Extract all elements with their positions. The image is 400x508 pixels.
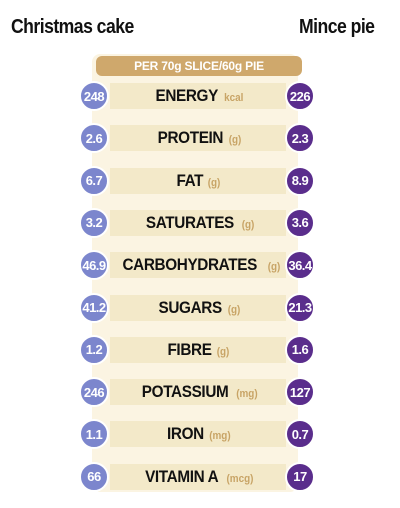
nutrient-unit: (g)	[267, 261, 281, 274]
nutrient-name: SATURATES	[145, 212, 234, 232]
nutrient-row: IRON (mg) 1.1 0.7	[0, 418, 400, 450]
nutrient-unit: (g)	[241, 218, 255, 231]
nutrient-name: CARBOHYDRATES	[122, 255, 258, 275]
nutrient-unit: (mg)	[236, 388, 258, 401]
christmas-cake-value-badge: 1.2	[79, 334, 109, 365]
christmas-cake-value-badge: 46.9	[79, 250, 109, 281]
mince-pie-value-badge: 1.6	[285, 334, 315, 365]
nutrient-name: IRON	[166, 424, 204, 444]
nutrient-unit: (mg)	[208, 430, 231, 443]
nutrient-name: PROTEIN	[157, 128, 223, 148]
christmas-cake-value-badge: 246	[79, 377, 109, 408]
nutrient-band	[110, 463, 286, 490]
mince-pie-value-badge: 226	[285, 81, 315, 111]
nutrient-label: SUGARS (g)	[110, 295, 286, 321]
nutrient-name: FAT	[176, 170, 204, 190]
nutrient-label: IRON (mg)	[110, 421, 286, 447]
nutrient-band	[110, 336, 286, 363]
christmas-cake-value-badge: 41.2	[79, 292, 109, 323]
nutrient-row: SUGARS (g) 41.2 21.3	[0, 292, 400, 324]
nutrient-unit: (g)	[207, 176, 221, 189]
nutrient-row: POTASSIUM (mg) 246 127	[0, 376, 400, 408]
nutrient-name: ENERGY	[155, 86, 218, 105]
nutrient-label: POTASSIUM (mg)	[110, 379, 286, 405]
nutrient-band	[110, 294, 286, 321]
mince-pie-value-badge: 8.9	[285, 165, 315, 196]
christmas-cake-value-badge: 2.6	[79, 123, 109, 154]
nutrient-unit: (g)	[227, 303, 241, 316]
nutrient-label: CARBOHYDRATES (g)	[110, 252, 286, 278]
mince-pie-value-badge: 127	[285, 377, 315, 408]
nutrient-name: POTASSIUM	[141, 382, 229, 402]
mince-pie-value-badge: 17	[285, 461, 315, 492]
nutrient-label: ENERGY kcal	[110, 83, 286, 109]
nutrient-name: SUGARS	[158, 297, 222, 317]
christmas-cake-value-badge: 66	[79, 461, 109, 492]
nutrient-unit: kcal	[224, 92, 244, 104]
nutrient-row: PROTEIN (g) 2.6 2.3	[0, 122, 400, 154]
mince-pie-value-badge: 36.4	[285, 250, 315, 281]
nutrient-band	[110, 252, 286, 279]
nutrient-band	[110, 209, 286, 236]
christmas-cake-value-badge: 248	[79, 81, 109, 111]
christmas-cake-value-badge: 1.1	[79, 419, 109, 450]
nutrient-band	[110, 379, 286, 406]
nutrient-label: FAT (g)	[110, 168, 286, 194]
nutrient-unit: (g)	[217, 345, 230, 358]
nutrient-row: FIBRE (g) 1.2 1.6	[0, 334, 400, 366]
nutrient-unit: (g)	[229, 134, 242, 147]
mince-pie-value-badge: 2.3	[285, 123, 315, 154]
nutrient-label: FIBRE (g)	[110, 337, 286, 363]
christmas-cake-header: Christmas cake	[11, 16, 134, 38]
nutrient-label: SATURATES (g)	[110, 210, 286, 236]
nutrient-label: PROTEIN (g)	[110, 125, 286, 151]
nutrient-row: CARBOHYDRATES (g) 46.9 36.4	[0, 249, 400, 281]
nutrient-name: VITAMIN A	[145, 466, 219, 486]
nutrient-band	[110, 83, 286, 109]
nutrient-band	[110, 421, 286, 448]
mince-pie-header: Mince pie	[299, 16, 375, 38]
serving-size-banner: PER 70g SLICE/60g PIE	[96, 56, 302, 76]
nutrient-band	[110, 167, 286, 194]
christmas-cake-value-badge: 6.7	[79, 165, 109, 196]
nutrient-name: FIBRE	[167, 339, 213, 359]
mince-pie-value-badge: 3.6	[285, 207, 315, 238]
nutrient-band	[110, 125, 286, 152]
nutrient-row: SATURATES (g) 3.2 3.6	[0, 207, 400, 239]
nutrient-unit: (mcg)	[226, 472, 254, 485]
nutrient-label: VITAMIN A (mcg)	[110, 464, 286, 490]
nutrient-row: ENERGY kcal 248 226	[0, 80, 400, 112]
nutrient-row: VITAMIN A (mcg) 66 17	[0, 461, 400, 493]
mince-pie-value-badge: 0.7	[285, 419, 315, 450]
christmas-cake-value-badge: 3.2	[79, 207, 109, 238]
nutrient-row: FAT (g) 6.7 8.9	[0, 165, 400, 197]
mince-pie-value-badge: 21.3	[285, 292, 315, 323]
